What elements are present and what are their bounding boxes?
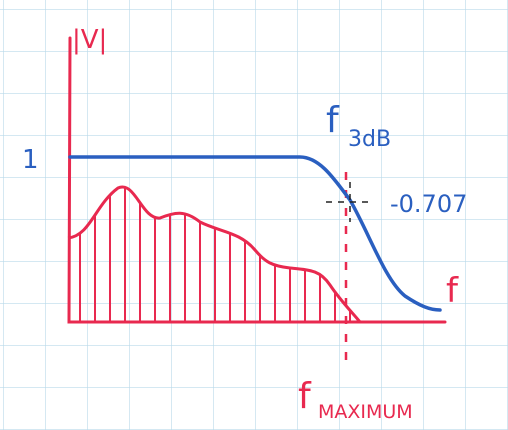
fmax-sub: MAXIMUM bbox=[318, 401, 413, 423]
y-axis-label: |V| bbox=[72, 25, 107, 55]
f3db-sub: 3dB bbox=[348, 127, 391, 152]
f3db-f: f bbox=[326, 100, 340, 141]
unity-label: 1 bbox=[22, 145, 39, 175]
spectrum bbox=[67, 185, 362, 323]
x-axis-label: f bbox=[446, 271, 459, 311]
response-curve bbox=[68, 155, 442, 312]
fmax-f: f bbox=[298, 376, 312, 417]
level-label: -0.707 bbox=[390, 190, 467, 218]
spectrum-hatch bbox=[79, 187, 351, 322]
